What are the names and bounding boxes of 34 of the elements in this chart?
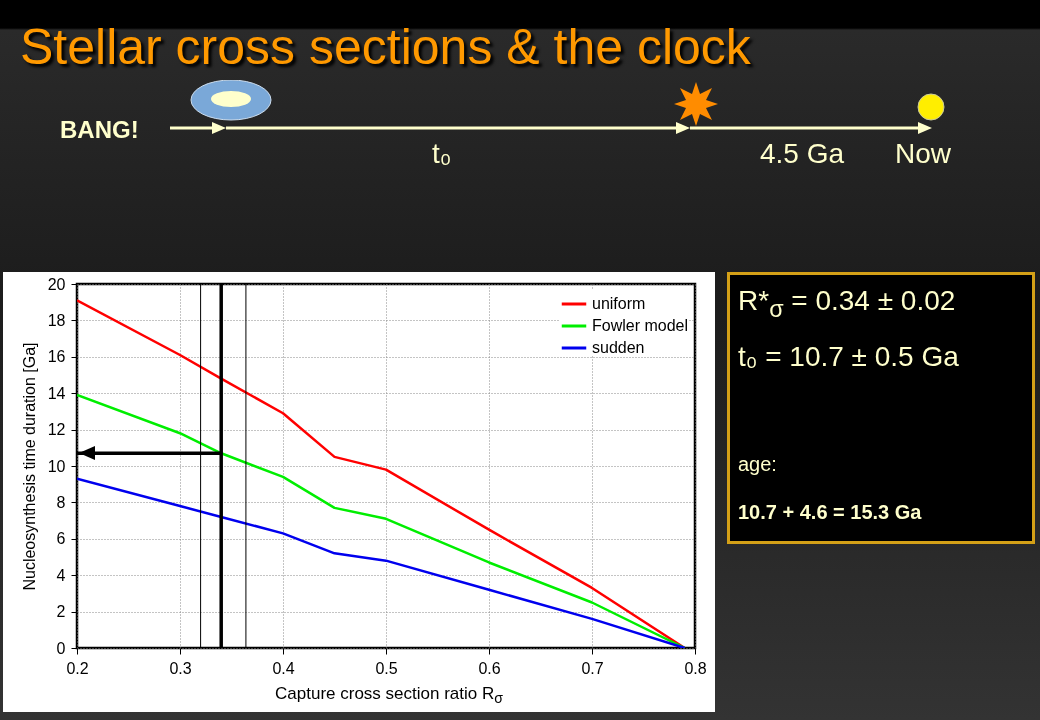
y-tick-label: 8 — [56, 493, 66, 511]
y-tick-label: 10 — [47, 457, 66, 475]
line-series — [77, 477, 686, 648]
y-tick-label: 20 — [47, 275, 66, 293]
text: t₀ = 10.7 ± 0.5 Ga — [738, 341, 959, 373]
x-tick-label: 0.2 — [66, 659, 89, 677]
legend-label: Fowler model — [592, 317, 689, 334]
y-tick-label: 18 — [47, 311, 66, 329]
x-tick-label: 0.7 — [581, 659, 604, 677]
text: Now — [895, 138, 952, 170]
chart-title: Stellar cross sections & the clock — [20, 18, 751, 76]
y-tick-label: 16 — [47, 348, 66, 366]
x-axis-title: Capture cross section ratio R$_{σ}$ — [274, 684, 504, 707]
line-series — [77, 299, 686, 648]
text: 4.5 Ga — [760, 138, 845, 170]
legend-label: uniform — [592, 295, 646, 312]
y-tick-label: 12 — [47, 421, 66, 439]
x-tick-label: 0.8 — [684, 659, 707, 677]
legend-label: sudden — [592, 339, 645, 356]
x-tick-label: 0.5 — [375, 659, 398, 677]
y-tick-label: 2 — [56, 603, 66, 621]
x-tick-label: 0.6 — [478, 659, 501, 677]
text: R*$_{σ}$ = 0.34 ± 0.02 — [738, 285, 956, 323]
y-tick-label: 14 — [47, 384, 66, 402]
y-tick-label: 6 — [56, 530, 66, 548]
text: age: — [738, 453, 777, 476]
text: BANG! — [60, 116, 139, 144]
text: 10.7 + 4.6 = 15.3 Ga — [738, 501, 922, 524]
text: t₀ — [432, 138, 452, 170]
y-axis-title: Nucleosynthesis time duration [Ga] — [20, 342, 38, 591]
y-tick-label: 4 — [56, 566, 66, 584]
x-tick-label: 0.3 — [169, 659, 192, 677]
y-tick-label: 0 — [56, 639, 66, 657]
x-tick-label: 0.4 — [272, 659, 295, 677]
